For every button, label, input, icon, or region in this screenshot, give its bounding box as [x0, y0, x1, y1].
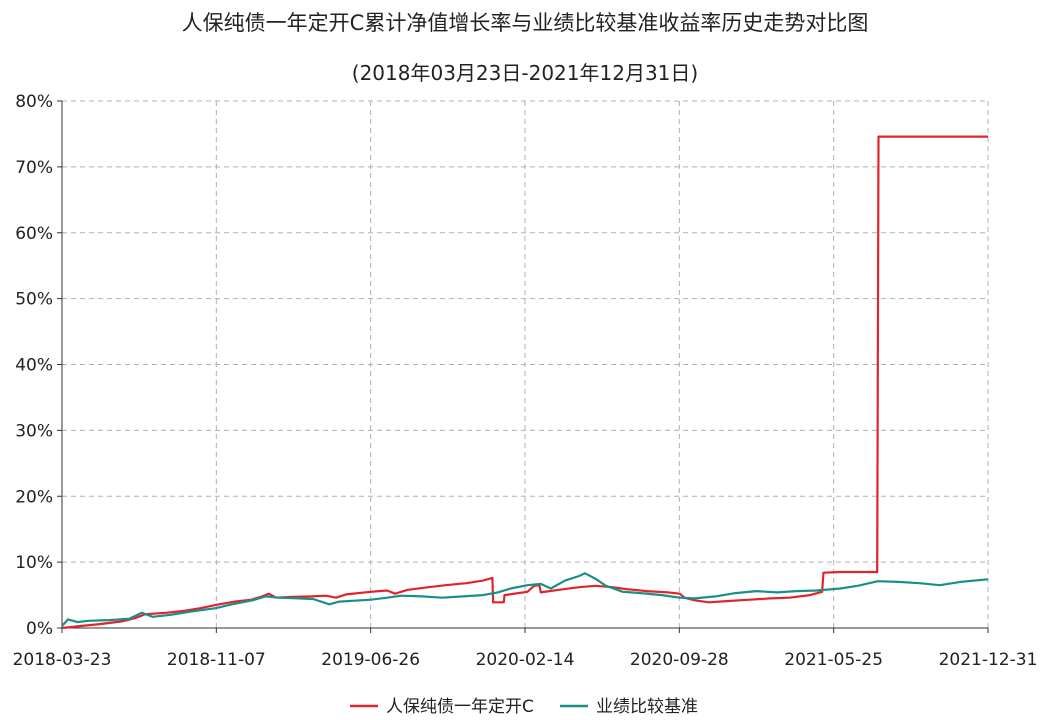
y-tick-label: 70% — [15, 158, 53, 178]
series-lines — [61, 135, 989, 630]
series-line-1 — [61, 135, 988, 630]
x-tick-label: 2018-11-07 — [167, 650, 266, 670]
x-axis-ticks: 2018-03-23 2018-11-07 2019-06-26 2020-02-14… — [13, 628, 1038, 670]
x-tick-label: 2021-12-31 — [939, 650, 1038, 670]
y-tick-label: 80% — [15, 92, 53, 112]
y-tick-label: 0% — [26, 619, 53, 639]
y-tick-label: 40% — [15, 356, 53, 376]
y-tick-label: 50% — [15, 290, 53, 310]
y-tick-label: 60% — [15, 224, 53, 244]
x-tick-label: 2020-09-28 — [630, 650, 729, 670]
legend: 人保纯债一年定开C 业绩比较基准 — [350, 697, 698, 717]
series-line-2 — [61, 572, 989, 627]
grid-lines — [62, 100, 989, 628]
legend-label-2: 业绩比较基准 — [596, 697, 698, 717]
x-tick-label: 2021-05-25 — [784, 650, 883, 670]
x-tick-label: 2018-03-23 — [13, 650, 112, 670]
x-tick-label: 2019-06-26 — [321, 650, 420, 670]
x-tick-label: 2020-02-14 — [476, 650, 575, 670]
chart-title: 人保纯债一年定开C累计净值增长率与业绩比较基准收益率历史走势对比图 — [182, 11, 869, 35]
y-tick-label: 10% — [15, 553, 53, 573]
y-axis-ticks: 0% 10% 20% 30% 40% 50% 60% 70% 80% — [15, 92, 62, 639]
y-tick-label: 30% — [15, 421, 53, 441]
y-tick-label: 20% — [15, 487, 53, 507]
legend-label-1: 人保纯债一年定开C — [386, 697, 534, 717]
chart-subtitle: (2018年03月23日-2021年12月31日) — [352, 61, 698, 85]
